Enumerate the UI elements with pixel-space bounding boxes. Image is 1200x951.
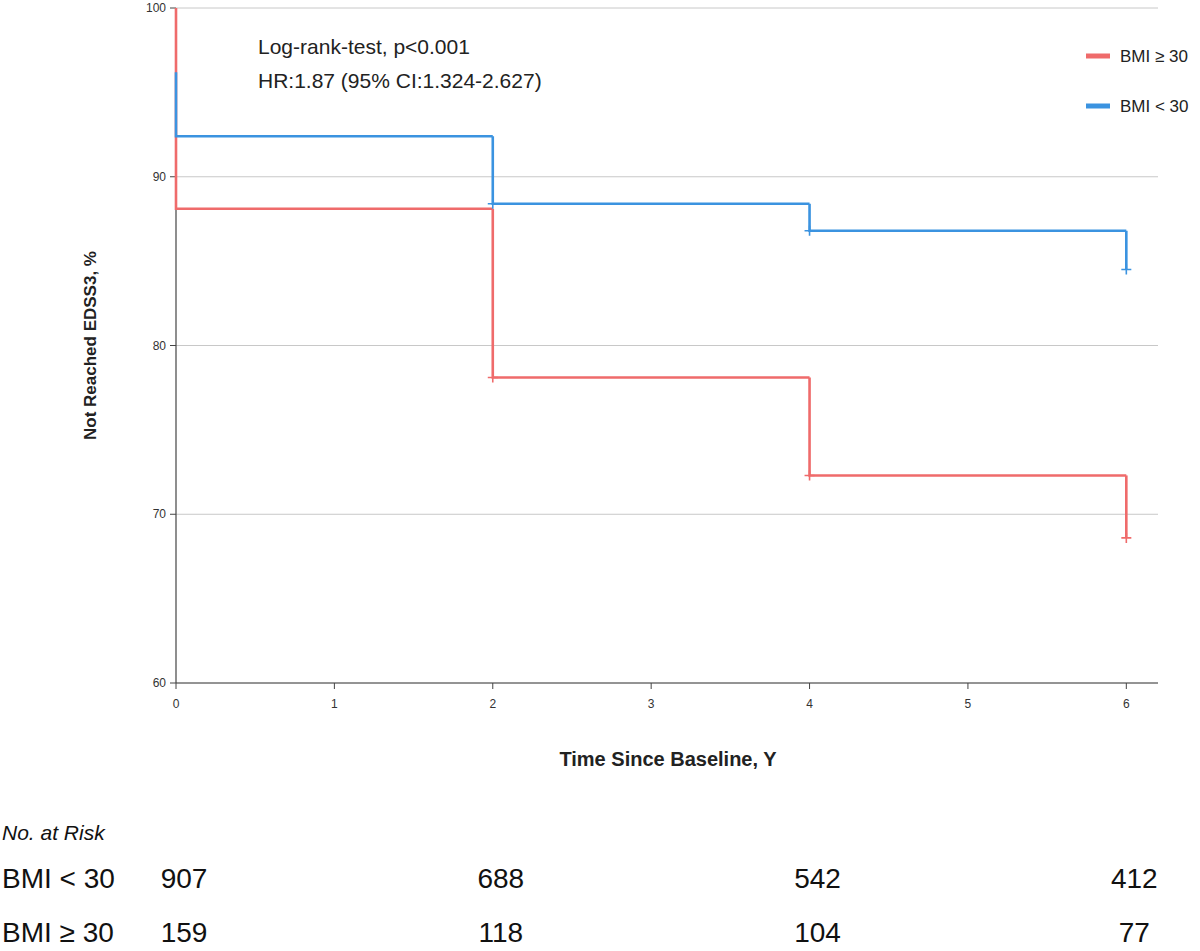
censor-mark bbox=[488, 373, 498, 383]
grid-line bbox=[176, 683, 1158, 684]
risk-value: 104 bbox=[794, 917, 841, 948]
risk-value: 412 bbox=[1111, 863, 1158, 894]
grid-line bbox=[176, 8, 1158, 9]
y-tick-label: 60 bbox=[153, 676, 167, 690]
x-tick bbox=[967, 683, 968, 689]
y-tick bbox=[170, 345, 176, 346]
y-tick-label: 70 bbox=[153, 507, 167, 521]
y-tick-label: 100 bbox=[146, 1, 166, 15]
x-tick bbox=[492, 683, 493, 689]
x-tick-label: 2 bbox=[489, 697, 496, 711]
censor-mark bbox=[805, 226, 815, 236]
km-step bbox=[810, 204, 1127, 231]
risk-value: 159 bbox=[161, 917, 208, 948]
x-axis-title: Time Since Baseline, Y bbox=[559, 748, 777, 770]
x-tick-label: 3 bbox=[648, 697, 655, 711]
x-tick bbox=[1126, 683, 1127, 689]
x-tick bbox=[809, 683, 810, 689]
km-step bbox=[493, 209, 810, 378]
risk-value: 77 bbox=[1119, 917, 1150, 948]
legend-label: BMI ≥ 30 bbox=[1120, 47, 1188, 66]
risk-value: 688 bbox=[477, 863, 524, 894]
grid-line bbox=[176, 514, 1158, 515]
y-axis-title: Not Reached EDSS3, % bbox=[81, 251, 100, 440]
x-tick bbox=[334, 683, 335, 689]
y-tick-label: 80 bbox=[153, 339, 167, 353]
grid-line bbox=[176, 345, 1158, 346]
censor-mark bbox=[488, 199, 498, 209]
km-step bbox=[810, 378, 1127, 476]
legend-swatch bbox=[1086, 104, 1110, 109]
grid-line bbox=[176, 176, 1158, 177]
x-tick bbox=[651, 683, 652, 689]
km-step bbox=[1125, 475, 1128, 537]
legend-swatch bbox=[1086, 54, 1110, 59]
censor-mark bbox=[1121, 533, 1131, 543]
risk-row-name: BMI ≥ 30 bbox=[2, 917, 114, 948]
censor-mark bbox=[1121, 265, 1131, 275]
y-tick bbox=[170, 683, 176, 684]
y-tick-label: 90 bbox=[153, 170, 167, 184]
risk-table-title: No. at Risk bbox=[2, 821, 106, 844]
risk-row-name: BMI < 30 bbox=[2, 863, 115, 894]
km-step bbox=[1125, 231, 1128, 270]
x-tick-label: 0 bbox=[173, 697, 180, 711]
x-tick bbox=[176, 683, 177, 689]
legend-label: BMI < 30 bbox=[1120, 97, 1189, 116]
risk-value: 542 bbox=[794, 863, 841, 894]
y-tick bbox=[170, 514, 176, 515]
annotation: HR:1.87 (95% CI:1.324-2.627) bbox=[258, 69, 542, 92]
km-step bbox=[176, 72, 493, 136]
x-tick-label: 1 bbox=[331, 697, 338, 711]
censor-mark bbox=[805, 470, 815, 480]
km-step bbox=[493, 136, 810, 204]
risk-value: 907 bbox=[161, 863, 208, 894]
x-tick-label: 4 bbox=[806, 697, 813, 711]
chart: 60 70 80 90 100 0 1 2 3 4 5 6 Time Since Baseline, Y… bbox=[0, 0, 1200, 951]
annotation: Log-rank-test, p<0.001 bbox=[258, 35, 470, 58]
km-step bbox=[176, 8, 493, 209]
x-tick-label: 5 bbox=[965, 697, 972, 711]
x-axis bbox=[176, 682, 1158, 683]
x-tick-label: 6 bbox=[1123, 697, 1130, 711]
risk-value: 118 bbox=[478, 917, 523, 948]
